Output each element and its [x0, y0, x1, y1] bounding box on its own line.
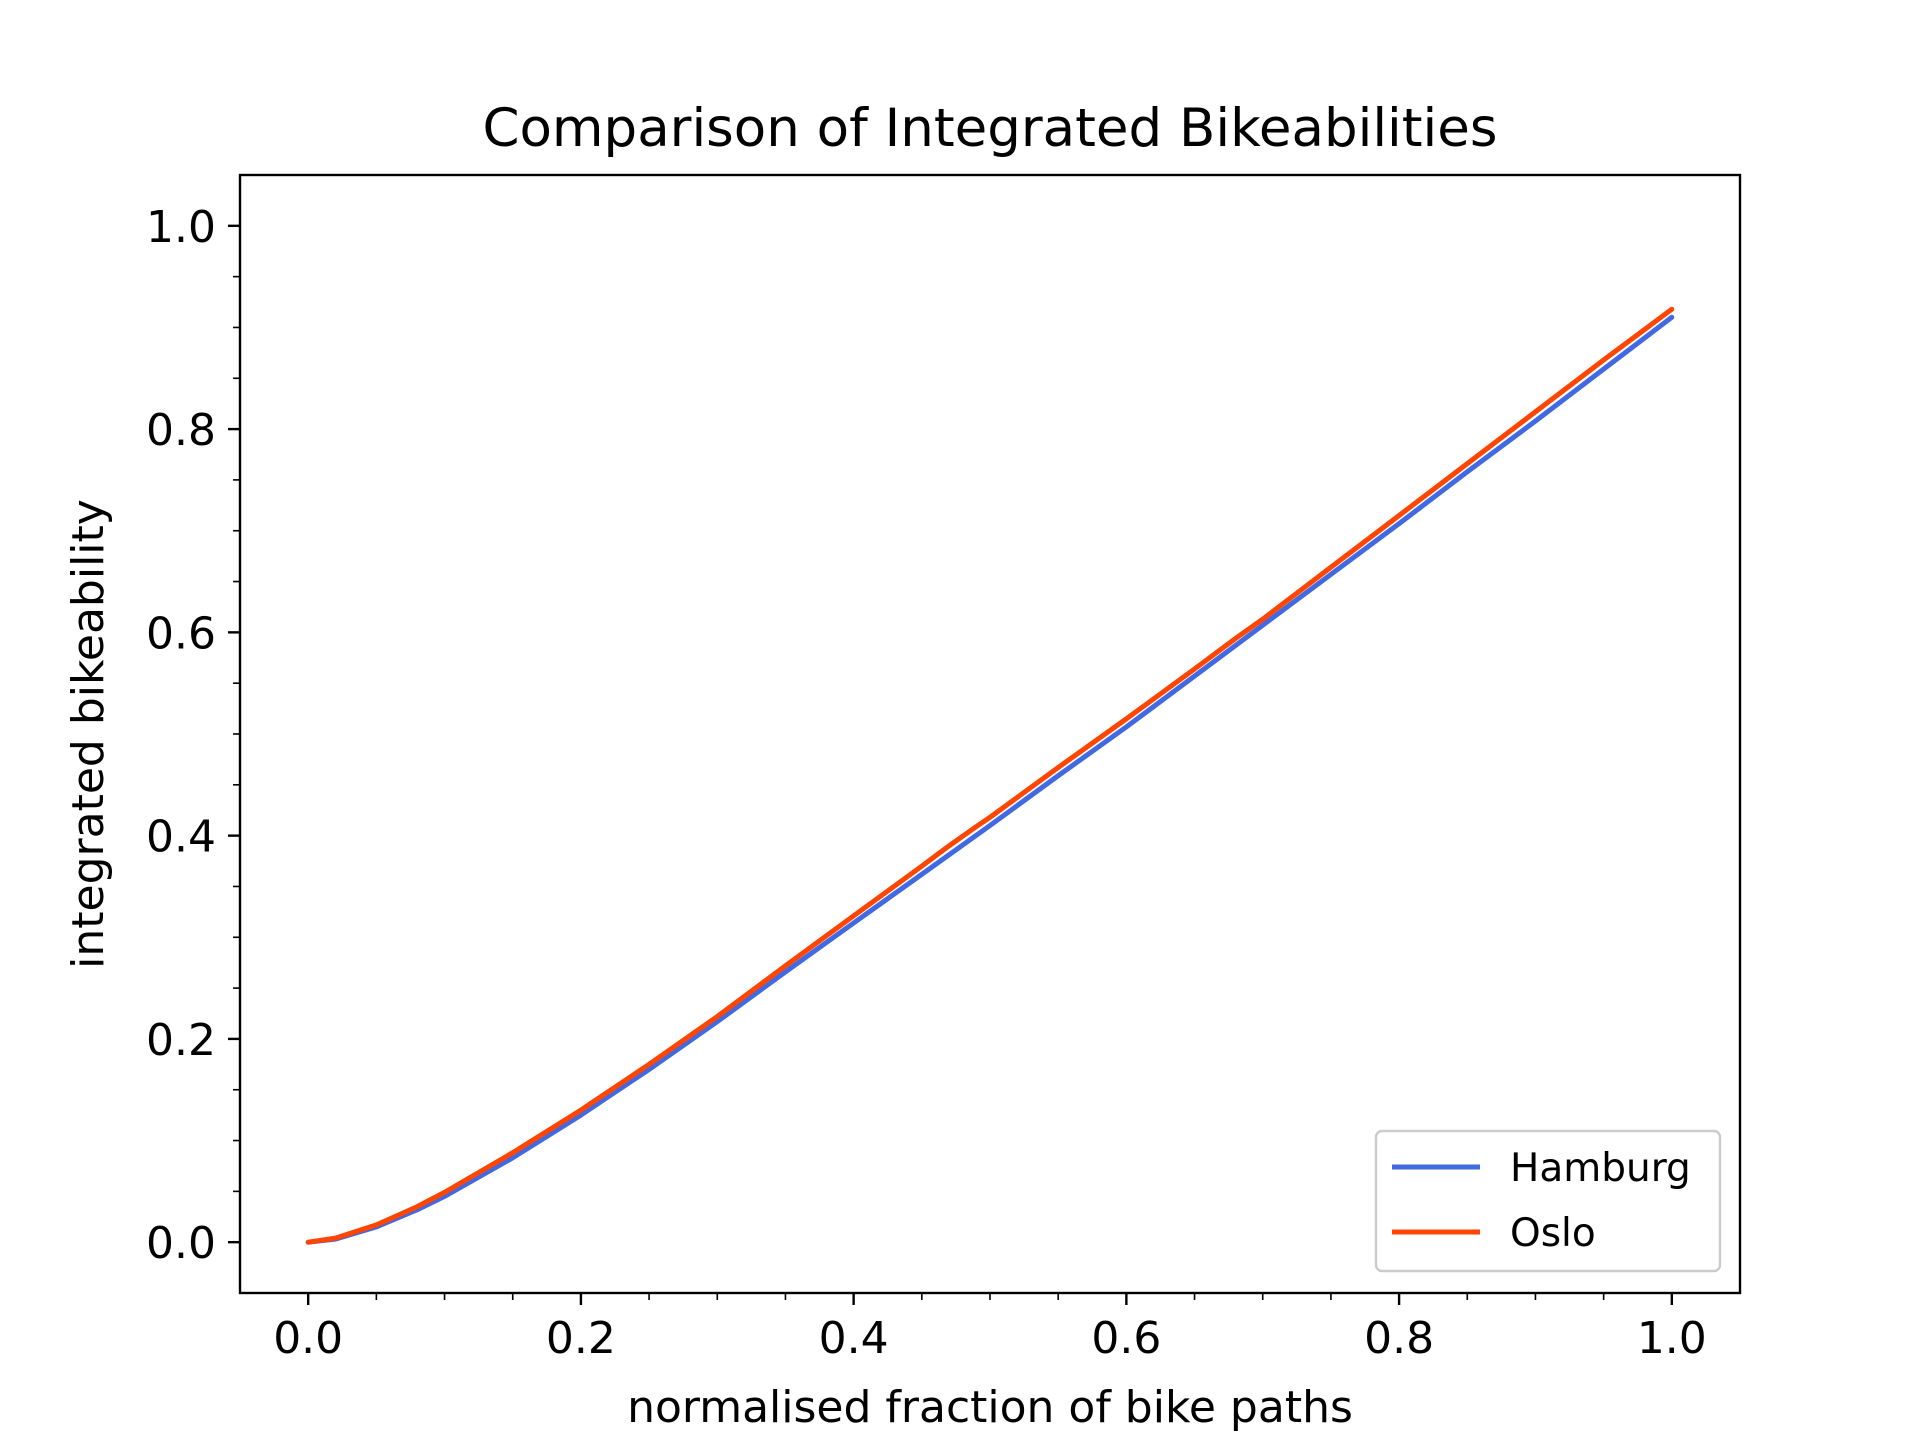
- series-line-oslo: [305, 306, 1675, 1245]
- x-axis-label: normalised fraction of bike paths: [627, 1382, 1353, 1433]
- y-tick-label: 0.0: [146, 1218, 216, 1269]
- series-lines: [305, 306, 1675, 1245]
- legend-label-hamburg: Hamburg: [1510, 1146, 1691, 1191]
- y-tick-label: 1.0: [146, 202, 216, 253]
- x-tick-label: 0.2: [546, 1313, 616, 1364]
- y-tick-label: 0.8: [146, 405, 216, 456]
- y-axis-label: integrated bikeability: [63, 499, 114, 969]
- ticks-group: 0.0 0.2 0.4 0.6 0.8 1.0 0.0 0.2 0.4 0.6 0.8 1.0: [146, 202, 1707, 1364]
- y-tick-label: 0.4: [146, 812, 216, 863]
- series-line-hamburg: [305, 314, 1675, 1245]
- legend-label-oslo: Oslo: [1510, 1211, 1596, 1256]
- legend: Hamburg Oslo: [1374, 1129, 1722, 1273]
- x-tick-label: 0.0: [273, 1313, 343, 1364]
- chart-title: Comparison of Integrated Bikeabilities: [482, 98, 1497, 159]
- y-tick-label: 0.2: [146, 1015, 216, 1066]
- plot-area: [240, 175, 1740, 1293]
- x-tick-label: 0.4: [819, 1313, 889, 1364]
- y-tick-label: 0.6: [146, 608, 216, 659]
- plot-frame: [238, 173, 1742, 1295]
- x-tick-label: 0.6: [1091, 1313, 1161, 1364]
- x-tick-label: 1.0: [1637, 1313, 1707, 1364]
- x-tick-label: 0.8: [1364, 1313, 1434, 1364]
